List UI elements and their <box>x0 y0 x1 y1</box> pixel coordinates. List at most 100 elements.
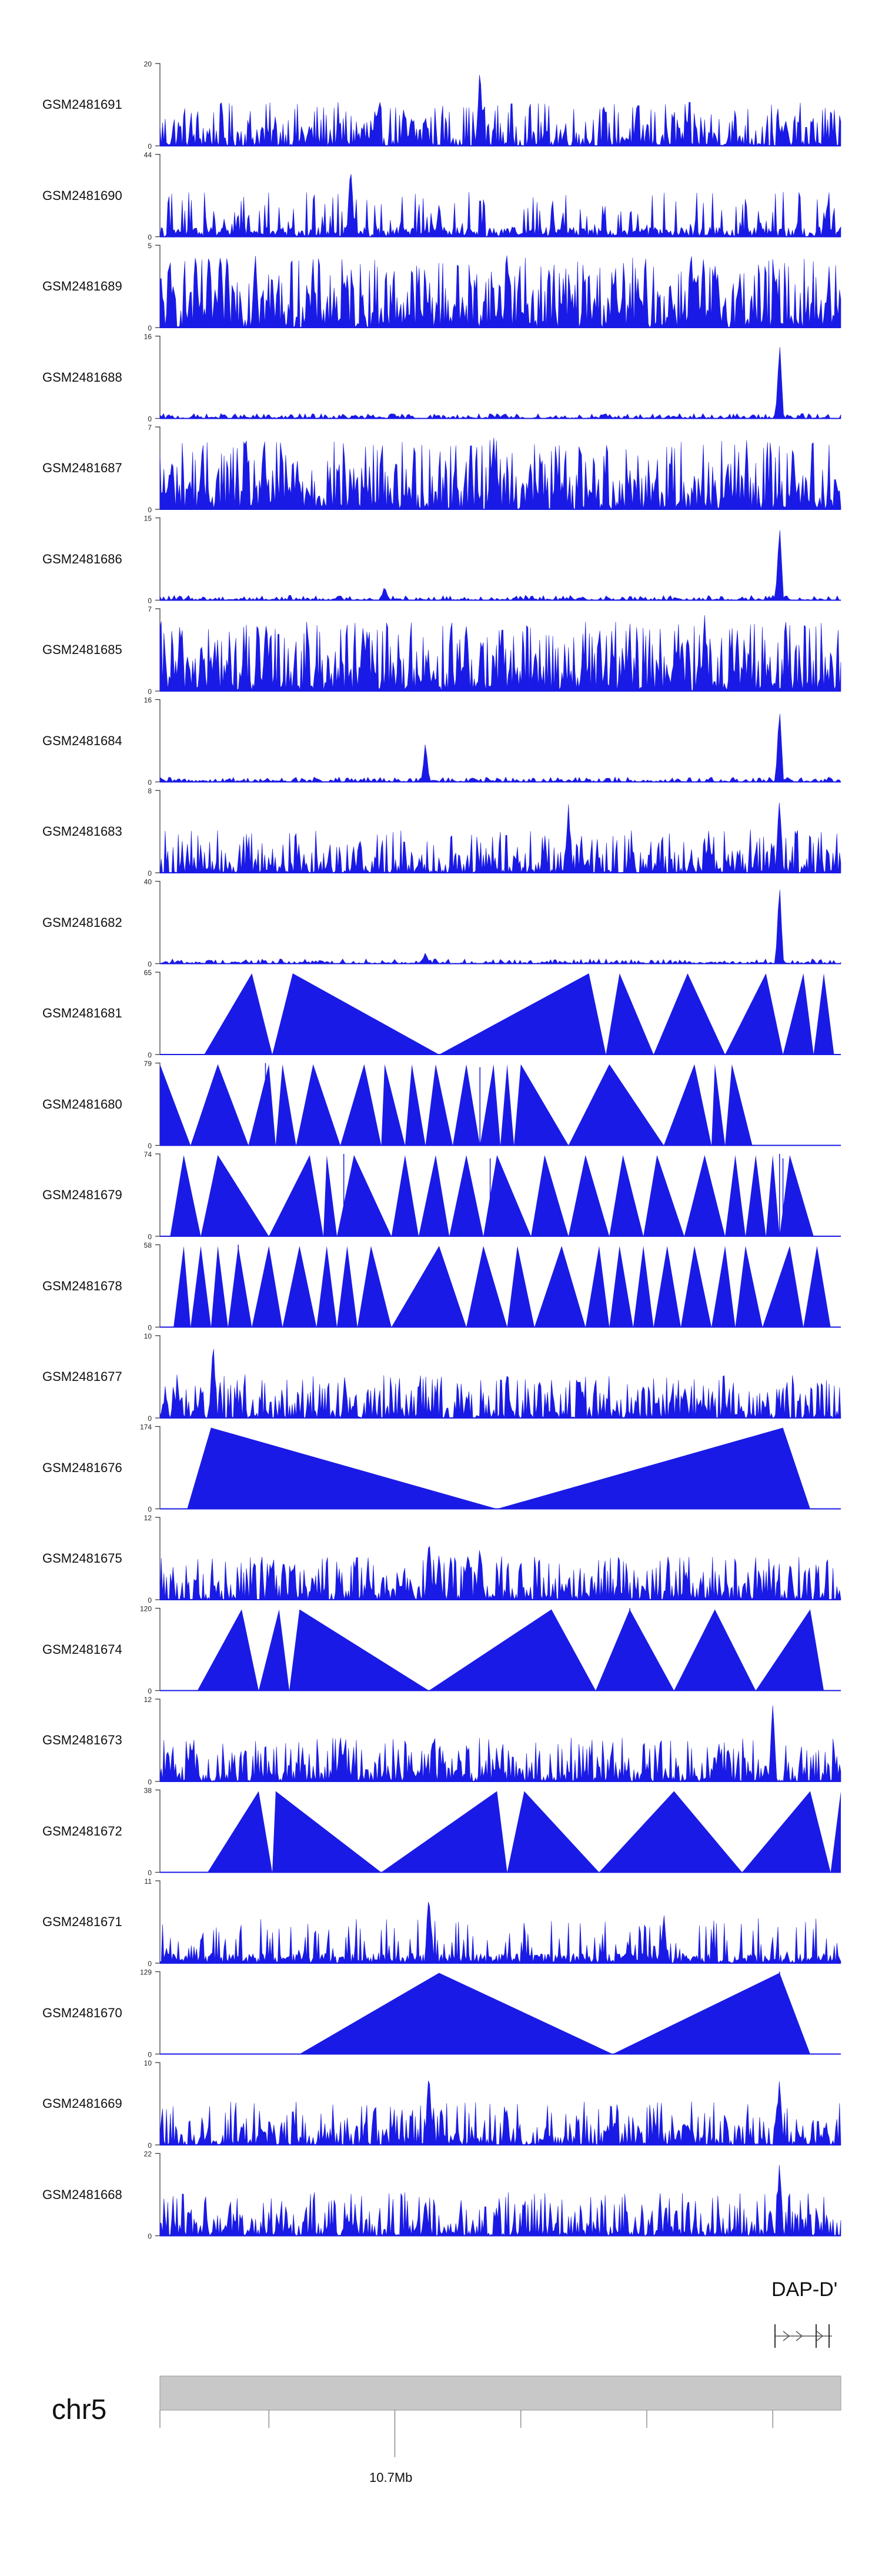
coverage-triangle <box>514 1064 569 1146</box>
y-max-label: 22 <box>144 2150 152 2158</box>
y-max-label: 40 <box>144 878 152 886</box>
y-min-label: 0 <box>148 688 152 696</box>
coverage-triangle <box>711 1246 736 1327</box>
y-max-label: 44 <box>144 151 152 159</box>
coverage-area <box>159 1349 841 1419</box>
y-min-label: 0 <box>148 142 152 151</box>
track-label: GSM2481685 <box>42 642 122 657</box>
coverage-triangle <box>296 1064 340 1146</box>
y-axis <box>155 2153 161 2237</box>
y-max-label: 12 <box>144 1696 152 1704</box>
coverage-triangle <box>663 1064 711 1146</box>
coverage-triangle <box>725 1064 753 1146</box>
coverage-area <box>159 1546 841 1601</box>
coverage-triangle <box>452 1064 480 1146</box>
coverage-area <box>159 174 841 238</box>
gene-label: DAP-D' <box>771 2278 838 2301</box>
coverage-triangle <box>568 1155 610 1236</box>
track-label: GSM2481682 <box>42 915 122 930</box>
coverage-triangle <box>337 1155 392 1236</box>
coverage-triangle <box>173 1246 191 1327</box>
coverage-triangle <box>534 1246 586 1327</box>
coverage-area <box>159 889 841 965</box>
coverage-triangle <box>599 1791 743 1873</box>
y-max-label: 12 <box>144 1514 152 1522</box>
track-label: GSM2481688 <box>42 369 122 385</box>
y-max-label: 11 <box>145 1877 152 1886</box>
coverage-triangle <box>299 1973 613 2054</box>
coverage-area <box>159 347 841 419</box>
coverage-triangle <box>357 1246 392 1327</box>
coverage-triangle <box>466 1246 507 1327</box>
y-min-label: 0 <box>148 779 152 787</box>
coverage-triangle <box>762 1246 804 1327</box>
y-min-label: 0 <box>148 1233 152 1241</box>
coverage-triangle <box>204 973 273 1055</box>
coverage-triangle <box>735 1246 763 1327</box>
coverage-area <box>159 802 841 874</box>
coverage-triangle <box>480 1064 500 1146</box>
coverage-triangle <box>323 1155 338 1236</box>
coverage-triangle <box>633 1246 654 1327</box>
y-axis <box>155 1880 161 1964</box>
coverage-triangle <box>340 1064 382 1146</box>
coverage-area <box>159 615 841 692</box>
coverage-area <box>159 438 841 510</box>
y-min-label: 0 <box>148 1687 152 1696</box>
coverage-triangle <box>606 973 654 1055</box>
track-label: GSM2481675 <box>42 1551 122 1566</box>
y-min-label: 0 <box>148 1414 152 1423</box>
y-axis <box>155 790 161 873</box>
y-max-label: 7 <box>148 605 152 613</box>
y-axis <box>155 63 161 146</box>
y-max-label: 10 <box>144 1332 152 1340</box>
y-min-label: 0 <box>148 1960 152 1968</box>
y-max-label: 74 <box>144 1150 152 1159</box>
coverage-triangle <box>725 973 783 1055</box>
coverage-triangle <box>803 1246 831 1327</box>
coverage-triangle <box>272 1791 382 1873</box>
coverage-area <box>159 75 841 147</box>
coverage-triangle <box>208 1791 273 1873</box>
track-label: GSM2481670 <box>42 2005 122 2020</box>
y-max-label: 38 <box>144 1787 152 1795</box>
chromosome-label: chr5 <box>52 2394 107 2425</box>
track-label: GSM2481686 <box>42 551 122 566</box>
track-label: GSM2481676 <box>42 1460 122 1475</box>
coverage-triangle <box>585 1246 610 1327</box>
coverage-triangle <box>531 1155 569 1236</box>
coverage-triangle <box>391 1155 419 1236</box>
coverage-triangle <box>316 1246 338 1327</box>
coverage-triangle <box>500 1064 514 1146</box>
track-label: GSM2481669 <box>42 2096 122 2111</box>
track-label: GSM2481683 <box>42 824 122 839</box>
coverage-triangle <box>252 1246 283 1327</box>
y-axis <box>155 699 161 783</box>
y-min-label: 0 <box>148 2233 152 2241</box>
coordinate-tick-label: 10.7Mb <box>369 2470 413 2485</box>
y-min-label: 0 <box>148 1506 152 1514</box>
coverage-triangle <box>653 1246 681 1327</box>
track-label: GSM2481681 <box>42 1006 122 1020</box>
track-label: GSM2481680 <box>42 1096 122 1112</box>
